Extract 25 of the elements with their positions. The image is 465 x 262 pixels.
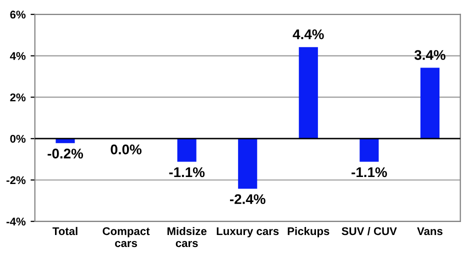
data-label: -0.2% — [48, 148, 84, 158]
data-label: -1.1% — [352, 167, 387, 178]
x-tick-label: SUV / CUV — [342, 226, 397, 236]
x-tick-label: Vans — [417, 227, 442, 236]
x-tick-label: Pickups — [288, 226, 330, 238]
data-label: 3.4% — [414, 50, 446, 60]
bar — [238, 138, 258, 189]
bar — [360, 138, 379, 162]
bar — [177, 138, 196, 162]
y-tick-label: -2% — [6, 176, 26, 184]
data-label: 0.0% — [110, 144, 142, 154]
y-tick-label: 4% — [10, 52, 26, 60]
x-tick-label: Total — [52, 226, 78, 236]
y-tick-label: 0% — [10, 134, 26, 143]
data-label: 4.4% — [292, 29, 324, 40]
x-tick-label: Compact cars — [102, 227, 150, 248]
x-tick-label: Midsize cars — [168, 226, 207, 248]
data-label: -1.1% — [169, 167, 205, 178]
data-label: -2.4% — [230, 194, 266, 204]
x-tick-label: Luxury cars — [216, 227, 279, 238]
bar — [420, 68, 440, 140]
bar — [298, 47, 318, 140]
y-tick-label: -4% — [6, 218, 26, 226]
y-tick-label: 2% — [10, 93, 26, 102]
y-tick-label: 6% — [10, 10, 26, 19]
